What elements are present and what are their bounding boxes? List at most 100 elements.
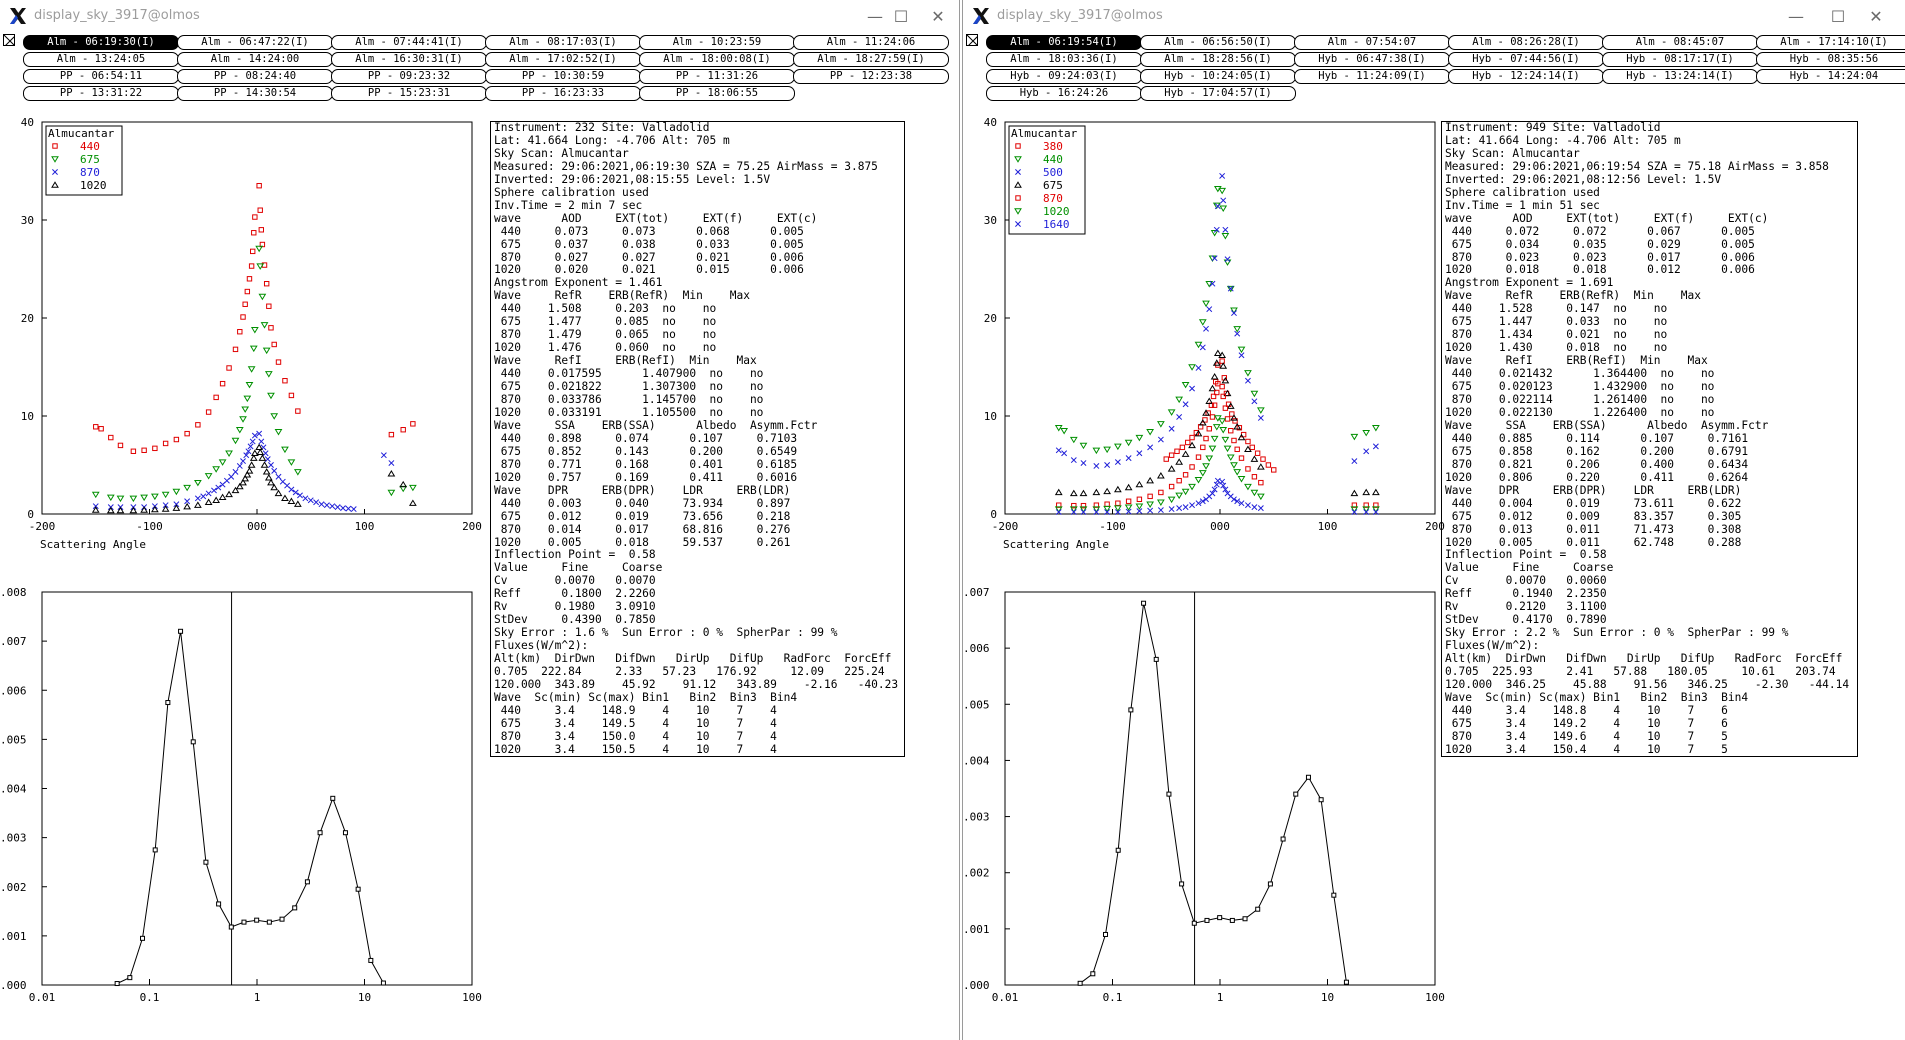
data-point [1371, 506, 1380, 513]
measurement-button[interactable]: Alm - 08:17:03(I) [485, 35, 641, 50]
measurement-button[interactable]: Alm - 18:00:08(I) [639, 52, 795, 67]
data-point [297, 492, 303, 499]
data-point [250, 248, 256, 255]
data-point [1363, 448, 1370, 455]
measurement-button[interactable]: Alm - 18:27:59(I) [793, 52, 949, 67]
data-point [1195, 365, 1202, 371]
data-point [323, 502, 330, 509]
measurement-button[interactable]: Hyb - 06:47:38(I) [1294, 52, 1450, 67]
measurement-button[interactable]: Alm - 06:19:54(I) [986, 35, 1142, 50]
title-bar[interactable]: display_sky_3917@olmos — ☐ ✕ [0, 0, 959, 32]
series-1640 [1055, 477, 1379, 515]
measurement-button[interactable]: Alm - 06:47:22(I) [177, 35, 333, 50]
data-point [117, 442, 124, 449]
measurement-button[interactable]: Alm - 10:23:59 [639, 35, 795, 50]
measurement-button[interactable]: PP - 10:30:59 [485, 69, 641, 84]
measurement-button[interactable]: Alm - 18:28:56(I) [1140, 52, 1296, 67]
y-tick-label: .008 [0, 586, 27, 599]
info-line: 1020 0.033191 1.105500 no no [494, 405, 764, 419]
measurement-button[interactable]: Hyb - 14:24:04 [1756, 69, 1905, 84]
maximize-button[interactable]: ☐ [1830, 6, 1846, 26]
measurement-button[interactable]: Hyb - 07:44:56(I) [1448, 52, 1604, 67]
info-line: 870 1.434 0.021 no no [1445, 328, 1668, 342]
data-point [193, 479, 202, 487]
data-point [1103, 505, 1112, 513]
size-distribution-chart: 0.01 0.1 1 10 100 .000 .001 .002 .003 .004 .005 .00… [963, 586, 1445, 1004]
info-line: 870 0.821 0.206 0.400 0.6434 [1445, 457, 1749, 471]
close-button[interactable]: ✕ [1869, 6, 1883, 26]
info-line: 1020 3.4 150.5 4 10 7 4 [494, 742, 777, 756]
data-point [183, 484, 192, 492]
measurement-button[interactable]: PP - 09:23:32 [331, 69, 487, 84]
measurement-button[interactable]: Alm - 07:54:07 [1294, 35, 1450, 50]
measurement-button[interactable]: Hyb - 16:24:26 [986, 86, 1142, 101]
measurement-button[interactable]: Alm - 17:14:10(I) [1756, 35, 1905, 50]
measurement-button[interactable]: PP - 11:31:26 [639, 69, 795, 84]
measurement-button[interactable]: Hyb - 08:17:17(I) [1602, 52, 1758, 67]
measurement-button[interactable]: Alm - 11:24:06 [793, 35, 949, 50]
close-button[interactable]: ✕ [931, 6, 945, 26]
measurement-button[interactable]: Alm - 17:02:52(I) [485, 52, 641, 67]
measurement-button[interactable]: Alm - 14:24:00 [177, 52, 333, 67]
data-point [270, 483, 279, 491]
data-point [1135, 434, 1144, 442]
measurement-button[interactable]: PP - 14:30:54 [177, 86, 333, 101]
data-point [1218, 418, 1227, 425]
data-point [205, 409, 212, 415]
data-point [150, 505, 159, 513]
info-line: 675 0.012 0.009 83.357 0.305 [1445, 509, 1742, 523]
measurement-button[interactable]: PP - 15:23:31 [331, 86, 487, 101]
measurement-button[interactable]: Alm - 13:24:05 [23, 52, 179, 67]
data-point [240, 314, 246, 320]
measurement-button[interactable]: Alm - 08:45:07 [1602, 35, 1758, 50]
data-point [1128, 707, 1134, 713]
data-point [1350, 489, 1359, 497]
measurement-button[interactable]: Alm - 08:26:28(I) [1448, 35, 1604, 50]
minimize-button[interactable]: — [1788, 6, 1804, 26]
data-point [1203, 325, 1209, 332]
data-point [387, 489, 396, 497]
measurement-button[interactable]: Hyb - 13:24:14(I) [1602, 69, 1758, 84]
data-point [1213, 349, 1222, 356]
measurement-button[interactable]: PP - 08:24:40 [177, 69, 333, 84]
measurement-button[interactable]: PP - 06:54:11 [23, 69, 179, 84]
data-point [1136, 496, 1143, 503]
measurement-button[interactable]: Alm - 18:03:36(I) [986, 52, 1142, 67]
data-point [190, 739, 196, 745]
info-line: 1020 3.4 150.4 4 10 7 5 [1445, 742, 1728, 756]
measurement-button[interactable]: PP - 12:23:38 [793, 69, 949, 84]
info-line: 440 0.003 0.040 73.934 0.897 [494, 496, 791, 510]
measurement-button[interactable]: PP - 16:23:33 [485, 86, 641, 101]
y-tick-label: .007 [963, 586, 990, 599]
measurement-button[interactable]: PP - 13:31:22 [23, 86, 179, 101]
measurement-button[interactable]: Hyb - 10:24:05(I) [1140, 69, 1296, 84]
measurement-button[interactable]: Hyb - 08:35:56 [1756, 52, 1905, 67]
measurement-button[interactable]: PP - 18:06:55 [639, 86, 795, 101]
minimize-button[interactable]: — [867, 6, 883, 26]
measurement-button[interactable]: Hyb - 11:24:09(I) [1294, 69, 1450, 84]
data-point [93, 424, 99, 430]
measurement-button[interactable]: Alm - 16:30:31(I) [331, 52, 487, 67]
legend-label: 1020 [80, 179, 107, 192]
data-point [235, 427, 244, 434]
data-point [162, 502, 169, 509]
maximize-button[interactable]: ☐ [893, 6, 909, 26]
measurement-button[interactable]: Hyb - 09:24:03(I) [986, 69, 1142, 84]
data-point [1256, 463, 1265, 470]
data-point [330, 795, 336, 801]
title-bar[interactable]: display_sky_3917@olmos — ☐ ✕ [963, 0, 1905, 32]
dismiss-icon[interactable] [966, 34, 978, 46]
measurement-button[interactable]: Alm - 06:56:50(I) [1140, 35, 1296, 50]
info-line: 675 0.021822 1.307300 no no [494, 380, 764, 394]
measurement-button[interactable]: Hyb - 17:04:57(I) [1140, 86, 1296, 101]
measurement-button[interactable]: Alm - 06:19:30(I) [23, 35, 179, 50]
dismiss-icon[interactable] [3, 34, 15, 46]
data-point [249, 345, 258, 353]
data-point [241, 406, 250, 413]
info-line: 675 0.037 0.038 0.033 0.005 [494, 237, 804, 251]
measurement-button[interactable]: Hyb - 12:24:14(I) [1448, 69, 1604, 84]
info-line: Wave SSA ERB(SSA) Albedo Asymm.Fctr [494, 418, 818, 432]
data-point [334, 504, 341, 511]
measurement-button[interactable]: Alm - 07:44:41(I) [331, 35, 487, 50]
